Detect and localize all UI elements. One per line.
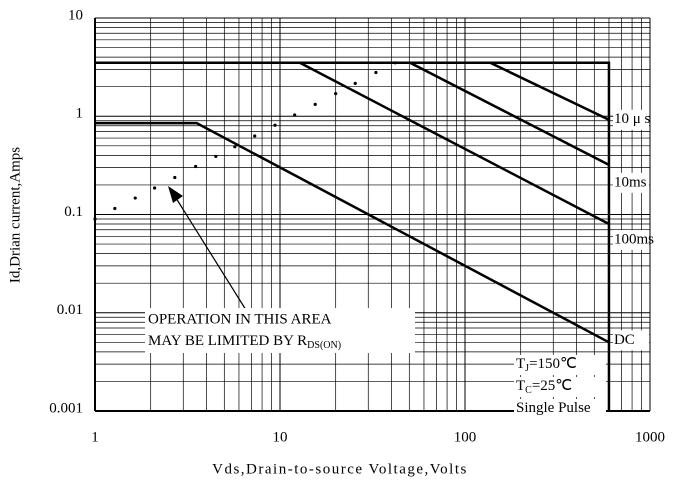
condition-text: =25℃ [532, 378, 572, 394]
condition: Single Pulse [516, 400, 591, 416]
rds-point [133, 196, 137, 200]
soa-line [489, 61, 610, 121]
condition-text: =150℃ [529, 356, 577, 372]
label-bg [612, 172, 649, 193]
x-tick-label: 100 [454, 429, 477, 445]
annotation-text: MAY BE LIMITED BY R [148, 333, 307, 349]
series-label: 10ms [614, 174, 647, 190]
rds-point [334, 92, 338, 96]
rds-point [273, 123, 277, 127]
soa-line [299, 61, 610, 226]
rds-point [374, 70, 378, 75]
series-label: 100ms [614, 231, 654, 247]
label-bg [612, 230, 649, 251]
label-bg [612, 109, 649, 130]
condition-bg [514, 355, 606, 375]
rds-point [293, 113, 297, 117]
rds-point [233, 145, 237, 149]
condition-sub: J [525, 363, 529, 374]
soa-line [95, 61, 611, 411]
rds-point [194, 164, 198, 169]
rds-point [173, 175, 177, 180]
series-label: 10 μ s [614, 111, 651, 127]
annotation-bg [145, 308, 415, 353]
rds-point [253, 134, 257, 138]
rds-point [313, 102, 317, 107]
marks [93, 61, 611, 411]
x-tick-label: 1 [91, 429, 99, 445]
rds-point [113, 206, 117, 211]
y-tick-label: 0.01 [57, 302, 83, 318]
y-tick-label: 0.1 [64, 204, 83, 220]
y-tick-label: 0.001 [49, 400, 83, 416]
annotation: OPERATION IN THIS AREA [148, 311, 332, 327]
arrow [175, 197, 247, 311]
annotation: MAY BE LIMITED BY RDS(ON) [148, 333, 341, 351]
arrow-head [168, 186, 183, 203]
condition-sub: C [525, 385, 532, 396]
y-axis-label: Id,Drian current,Amps [7, 147, 23, 283]
condition: TC=25℃ [516, 378, 572, 396]
soa-line [95, 121, 610, 344]
x-tick-label: 1000 [635, 429, 665, 445]
annotation-sub: DS(ON) [307, 340, 341, 351]
x-axis-label: Vds,Drain-to-source Voltage,Volts [212, 461, 468, 477]
series-label: DC [614, 332, 635, 348]
condition-bg [514, 377, 606, 397]
y-tick-label: 1 [76, 106, 84, 122]
condition-text: Single Pulse [516, 400, 591, 416]
rds-point [153, 186, 157, 190]
label-bg [612, 330, 649, 351]
soa-line [409, 61, 610, 166]
condition: TJ=150℃ [516, 356, 577, 374]
rds-point [353, 81, 357, 85]
rds-point [214, 154, 218, 159]
x-tick-label: 10 [273, 429, 288, 445]
condition-text: T [516, 378, 525, 394]
rds-point [93, 217, 97, 221]
labels: 1 10 100 1000 10 1 0.1 0.01 0.001 10 μ s 10ms 100ms… [49, 7, 665, 445]
condition-text: T [516, 356, 525, 372]
y-tick-label: 10 [68, 7, 83, 23]
condition-bg [514, 399, 606, 419]
rds-point [393, 61, 397, 65]
